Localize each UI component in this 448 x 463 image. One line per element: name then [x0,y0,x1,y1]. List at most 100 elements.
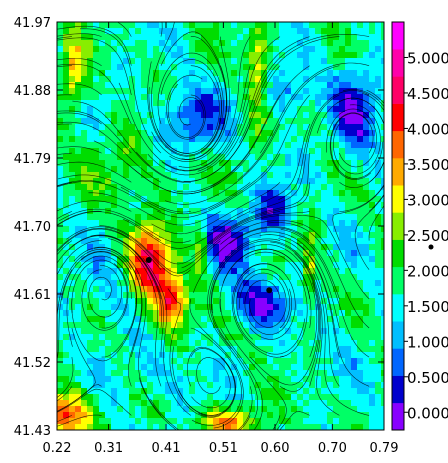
field-cell [261,334,268,341]
field-cell [171,172,178,179]
field-cell [189,88,196,95]
field-cell [279,364,286,371]
field-cell [273,70,280,77]
streamline [57,357,74,399]
field-cell [261,304,268,311]
field-cell [297,112,304,119]
field-cell [123,124,130,131]
field-cell [285,280,292,287]
field-cell [201,364,208,371]
field-cell [57,118,64,125]
field-cell [63,76,70,83]
field-cell [177,40,184,47]
field-cell [171,376,178,383]
field-cell [219,358,226,365]
streamline [57,414,102,427]
field-cell [369,52,376,59]
field-cell [135,340,142,347]
field-cell [345,268,352,275]
field-cell [219,148,226,155]
field-cell [93,82,100,89]
field-cell [225,184,232,191]
field-cell [297,250,304,257]
field-cell [357,46,364,53]
field-cell [333,424,340,430]
field-cell [375,376,382,383]
field-cell [129,370,136,377]
field-cell [171,424,178,430]
field-cell [315,148,322,155]
field-cell [93,148,100,155]
field-cell [363,304,370,311]
field-cell [279,262,286,269]
field-cell [123,340,130,347]
field-cell [207,262,214,269]
field-cell [189,214,196,221]
field-cell [189,286,196,293]
field-cell [225,394,232,401]
field-cell [93,136,100,143]
field-cell [201,226,208,233]
colorbar: 5.0004.5004.0003.5003.0002.5002.0001.500… [391,21,448,431]
field-cell [351,70,358,77]
field-cell [117,418,124,425]
field-cell [63,154,70,161]
field-cell [345,364,352,371]
field-cell [81,70,88,77]
field-cell [369,274,376,281]
field-cell [243,34,250,41]
field-cell [75,226,82,233]
field-cell [219,280,226,287]
field-cell [75,76,82,83]
field-cell [345,76,352,83]
field-cell [99,346,106,353]
field-cell [309,64,316,71]
point-markers [145,244,434,294]
streamline [88,265,123,318]
field-cell [141,364,148,371]
field-cell [225,28,232,35]
field-cell [225,388,232,395]
field-cell [291,106,298,113]
field-cell [273,214,280,221]
field-cell [273,130,280,137]
field-cell [267,34,274,41]
field-cell [297,82,304,89]
field-cell [225,154,232,161]
field-cell [189,52,196,59]
field-cell [303,274,310,281]
field-cell [207,88,214,95]
streamline [57,83,102,96]
field-cell [183,124,190,131]
field-cell [303,190,310,197]
field-cell [81,220,88,227]
field-cell [63,382,70,389]
field-cell [279,394,286,401]
field-cell [195,418,202,425]
field-cell [309,100,316,107]
streamline [244,244,318,358]
field-cell [195,298,202,305]
field-cell [345,40,352,47]
field-cell [243,148,250,155]
field-cell [141,298,148,305]
field-cell [213,82,220,89]
field-cell [207,340,214,347]
field-cell [291,238,298,245]
field-cell [87,424,94,430]
field-cell [351,412,358,419]
streamline [57,248,132,321]
field-cell [165,400,172,407]
field-cell [99,268,106,275]
field-cell [369,226,376,233]
field-cell [153,136,160,143]
field-cell [285,424,292,430]
field-cell [297,418,304,425]
field-cell [159,190,166,197]
field-cell [141,130,148,137]
field-cell [213,406,220,413]
field-cell [165,262,172,269]
field-cell [213,274,220,281]
field-cell [327,220,334,227]
field-cell [201,94,208,101]
